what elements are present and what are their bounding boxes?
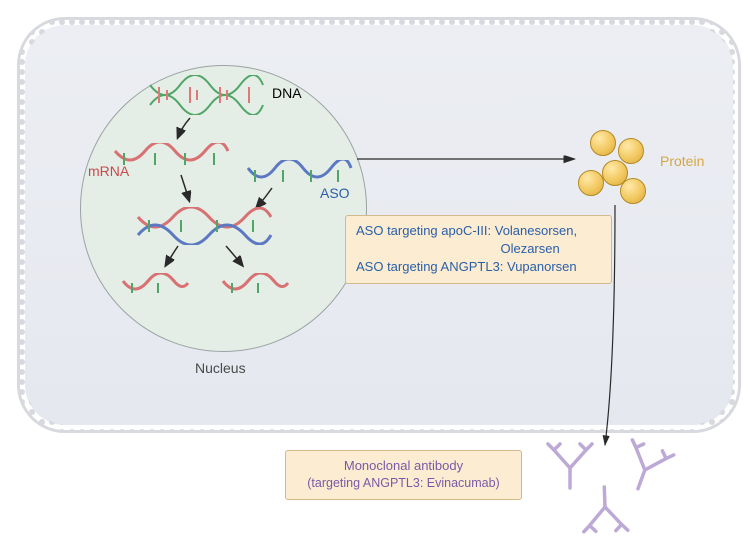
arrow-protein-antibody-icon [600,205,650,455]
dna-label: DNA [272,85,302,101]
protein-label: Protein [660,153,704,169]
arrow-nucleus-protein-icon [357,147,582,177]
aso-box-line2: Olezarsen [356,240,601,258]
mrna-label: mRNA [88,163,129,179]
nucleus-label: Nucleus [195,360,246,376]
mab-box-line1: Monoclonal antibody [296,457,511,475]
mab-box-line2: (targeting ANGPTL3: Evinacumab) [296,475,511,493]
mab-info-box: Monoclonal antibody (targeting ANGPTL3: … [285,450,522,500]
fragment1-icon [120,273,190,301]
arrow-dna-mrna-icon [170,115,200,145]
duplex-helix-icon [133,207,273,245]
antibody-icon [574,479,636,536]
aso-label: ASO [320,185,350,201]
aso-box-line1: ASO targeting apoC-III: Volanesorsen, [356,222,601,240]
fragment2-icon [220,273,290,301]
arrow-duplex-frag2-icon [220,243,250,273]
aso-box-line3: ASO targeting ANGPTL3: Vupanorsen [356,258,601,276]
dna-helix-icon [145,75,265,115]
aso-info-box: ASO targeting apoC-III: Volanesorsen, Ol… [345,215,612,284]
arrow-duplex-frag1-icon [160,243,190,273]
protein-sphere-icon [620,178,646,204]
protein-sphere-icon [590,130,616,156]
protein-sphere-icon [618,138,644,164]
arrow-mrna-duplex-icon [173,172,203,207]
protein-sphere-icon [578,170,604,196]
